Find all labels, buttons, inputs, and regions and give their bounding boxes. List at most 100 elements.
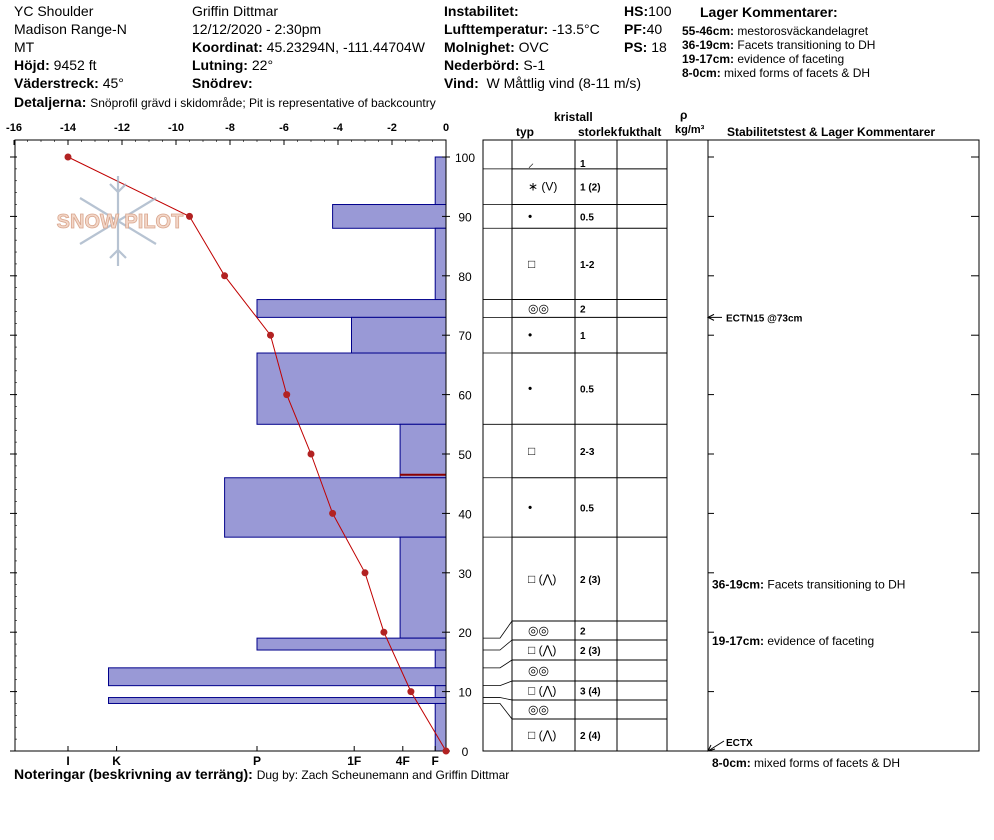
grain-type: ⸝ — [528, 156, 534, 170]
hs: HS:100 — [624, 3, 671, 19]
size-header: storlek — [578, 125, 618, 139]
hardness-label: F — [432, 754, 439, 768]
grain-size: 2-3 — [580, 447, 595, 458]
y-tick-label: 0 — [462, 745, 469, 759]
x-tick-label: -2 — [387, 122, 397, 134]
snowpilot-logo: SNOW PILOT — [40, 172, 200, 272]
hardness-bar — [224, 477, 447, 538]
hardness-label: I — [66, 754, 69, 768]
aspect: Väderstreck: 45° — [14, 75, 124, 91]
y-tick-label: 80 — [458, 270, 472, 284]
layer-comments-title: Lager Kommentarer: — [700, 4, 838, 20]
strat-connector — [483, 620, 513, 639]
temperature-point — [186, 212, 193, 220]
hs-value: 100 — [648, 3, 672, 19]
temperature-point — [221, 272, 229, 280]
y-tick-label: 30 — [458, 567, 472, 581]
layer-comment: 8-0cm: mixed forms of facets & DH — [682, 66, 871, 80]
y-tick-label: 10 — [458, 686, 472, 700]
x-tick-label: -8 — [225, 122, 235, 134]
temperature-point — [267, 331, 274, 339]
grain-type: □ (⋀) — [528, 728, 556, 742]
sky-label: Molnighet: — [444, 39, 515, 55]
precip-value: S-1 — [523, 57, 546, 73]
temperature-point — [64, 153, 72, 161]
grain-type: • — [528, 328, 532, 342]
ps-value: 18 — [651, 39, 667, 55]
hardness-label: P — [253, 754, 261, 768]
hardness-bar — [434, 702, 447, 752]
wind-label: Vind: — [444, 75, 479, 91]
stability-header: Stabilitetstest & Lager Kommentarer — [727, 125, 936, 139]
strat-connector — [483, 697, 513, 701]
comment-text: Facets transitioning to DH — [767, 578, 905, 592]
grain-size: 0.5 — [580, 385, 594, 396]
location: YC Shoulder — [14, 3, 94, 19]
hardness-label: K — [112, 754, 121, 768]
wind-value: W Måttlig vind (8-11 m/s) — [486, 75, 642, 91]
ps: PS: 18 — [624, 39, 667, 55]
grain-size: 2 — [580, 304, 586, 315]
logo-text: SNOW PILOT — [57, 211, 184, 233]
grain-size: 1 — [580, 159, 586, 170]
grain-size: 1 (2) — [580, 183, 601, 194]
x-tick-label: 0 — [443, 122, 449, 134]
details-value: Snöprofil grävd i skidområde; Pit is rep… — [90, 96, 436, 110]
slope: Lutning: 22° — [192, 57, 273, 73]
hardness-bar — [332, 204, 447, 229]
grain-type: ∗ (V) — [528, 180, 557, 194]
rho-header: ρ — [680, 108, 688, 122]
hardness-bar — [256, 352, 447, 425]
pf-value: 40 — [646, 21, 663, 37]
hardness-bar — [108, 667, 447, 687]
details-label: Detaljerna: — [14, 94, 87, 110]
observer: Griffin Dittmar — [192, 3, 279, 19]
grain-type: □ (⋀) — [528, 572, 556, 586]
coordinates: Koordinat: 45.23294N, -111.44704W — [192, 39, 425, 55]
notes-label: Noteringar (beskrivning av terräng): — [14, 766, 253, 782]
y-tick-label: 60 — [458, 389, 472, 403]
precip-label: Nederbörd: — [444, 57, 520, 73]
comment-text: mixed forms of facets & DH — [754, 756, 900, 770]
comment-text: evidence of faceting — [767, 634, 874, 648]
hardness-label: 4F — [396, 754, 410, 768]
aspect-value: 45° — [102, 75, 124, 91]
range: Madison Range-N — [14, 21, 127, 37]
elevation-label: Höjd: — [14, 57, 50, 73]
datetime: 12/12/2020 - 2:30pm — [192, 21, 322, 37]
test-arrowhead — [706, 313, 715, 321]
hardness-bar — [434, 649, 447, 669]
layer-comment-right: 19-17cm: evidence of faceting — [712, 634, 874, 648]
precipitation: Nederbörd: S-1 — [444, 57, 545, 73]
hardness-bar — [256, 299, 447, 318]
test-label: ECTX — [726, 738, 753, 749]
grain-type: □ — [528, 257, 535, 271]
test-label: ECTN15 @73cm — [726, 313, 803, 324]
temperature-point — [283, 391, 291, 399]
temperature-point — [380, 628, 388, 636]
slope-label: Lutning: — [192, 57, 248, 73]
test-arrow — [707, 740, 725, 752]
x-tick-label: -6 — [279, 122, 289, 134]
grain-type: • — [528, 382, 532, 396]
grain-type: □ (⋀) — [528, 684, 556, 698]
layer-comment: 55-46cm: mestorosväckandelagret — [682, 24, 869, 38]
hardness-bar — [399, 536, 447, 639]
ps-label: PS: — [624, 39, 648, 55]
instability-label: Instabilitet: — [444, 3, 519, 19]
grain-size: 3 (4) — [580, 687, 601, 698]
temperature-point — [407, 688, 415, 696]
y-tick-label: 100 — [455, 151, 475, 165]
y-tick-label: 50 — [458, 448, 472, 462]
temperature-point — [307, 450, 315, 458]
x-tick-label: -10 — [168, 122, 184, 134]
layer-comment-right: 8-0cm: mixed forms of facets & DH — [712, 756, 900, 770]
hardness-bar — [108, 697, 447, 704]
temperature-point — [442, 747, 450, 755]
comment-range: 8-0cm: — [712, 756, 754, 770]
instability: Instabilitet: — [444, 3, 519, 19]
density-header: kg/m³ — [675, 124, 705, 136]
y-tick-label: 70 — [458, 329, 472, 343]
x-tick-label: -4 — [333, 122, 344, 134]
slope-value: 22° — [251, 57, 274, 73]
